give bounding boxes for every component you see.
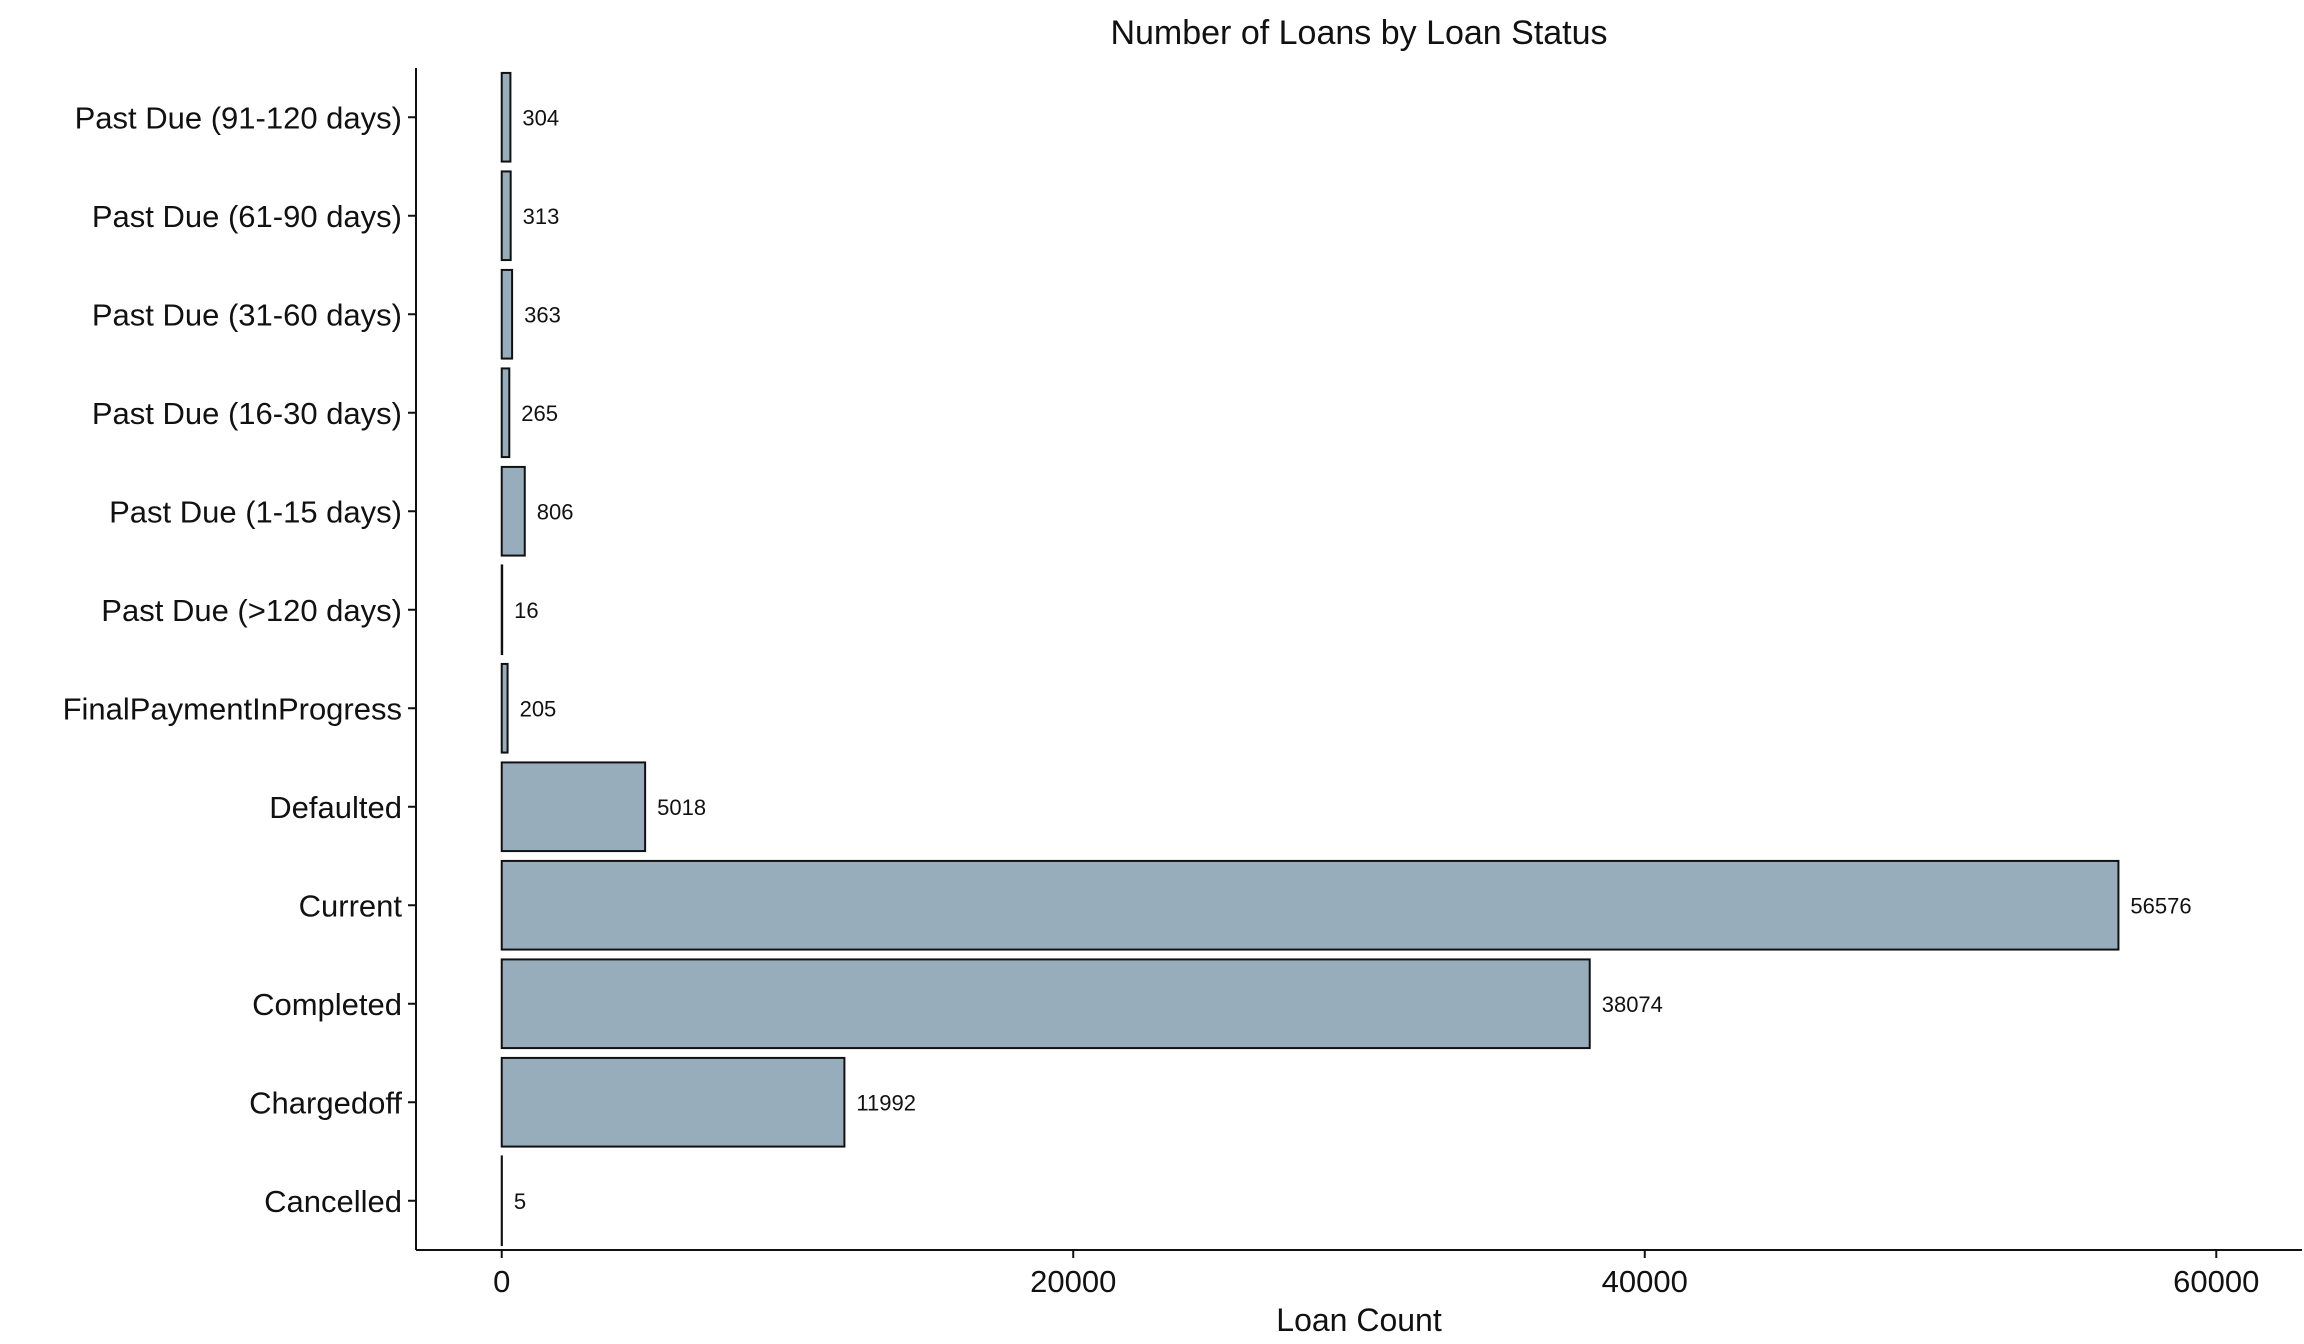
bar-value-label: 304 (522, 105, 559, 130)
x-tick-label: 0 (493, 1264, 510, 1299)
value-labels-layer: 5 11992 38074 56576 5018 205 16 806 265 363 313 304 (514, 105, 2192, 1214)
bar (500, 761, 647, 853)
y-axis: Cancelled Chargedoff Completed Current Defau… (63, 68, 417, 1250)
y-tick-label: FinalPaymentInProgress (63, 691, 402, 726)
bar-value-label: 11992 (856, 1090, 916, 1115)
bar-value-label: 313 (523, 204, 560, 229)
y-tick-label: Past Due (>120 days) (101, 593, 402, 628)
x-axis: 0 20000 40000 60000 (416, 1249, 2302, 1299)
x-tick-label: 60000 (2173, 1264, 2259, 1299)
y-tick-label: Past Due (31-60 days) (92, 297, 402, 332)
bar (500, 958, 1591, 1050)
bar (500, 170, 512, 262)
y-tick-label: Cancelled (264, 1184, 402, 1219)
y-tick-label: Past Due (91-120 days) (75, 100, 402, 135)
bar-value-label: 205 (520, 696, 557, 721)
bar-value-label: 5018 (657, 795, 706, 820)
bar (500, 465, 526, 557)
x-tick-label: 20000 (1030, 1264, 1116, 1299)
bar-value-label: 56576 (2130, 893, 2191, 918)
x-axis-title: Loan Count (1276, 1302, 1442, 1338)
bar (500, 268, 514, 360)
bar (500, 1056, 846, 1148)
y-tick-label: Defaulted (269, 790, 402, 825)
y-tick-label: Past Due (16-30 days) (92, 396, 402, 431)
y-tick-label: Past Due (61-90 days) (92, 199, 402, 234)
bar-value-label: 363 (524, 302, 561, 327)
bars-layer (500, 71, 2120, 1247)
bar-value-label: 16 (514, 598, 538, 623)
y-tick-label: Past Due (1-15 days) (109, 494, 402, 529)
y-tick-label: Current (299, 888, 403, 923)
bar (500, 662, 509, 754)
bar-value-label: 38074 (1602, 992, 1663, 1017)
chart-title: Number of Loans by Loan Status (1110, 14, 1607, 52)
bar-value-label: 5 (514, 1189, 526, 1214)
bar (500, 71, 512, 163)
bar-value-label: 806 (537, 499, 574, 524)
y-tick-label: Chargedoff (249, 1085, 402, 1120)
bar (500, 367, 511, 459)
bar-value-label: 265 (521, 401, 558, 426)
bar (500, 859, 2120, 951)
y-tick-label: Completed (252, 987, 402, 1022)
x-tick-label: 40000 (1602, 1264, 1688, 1299)
